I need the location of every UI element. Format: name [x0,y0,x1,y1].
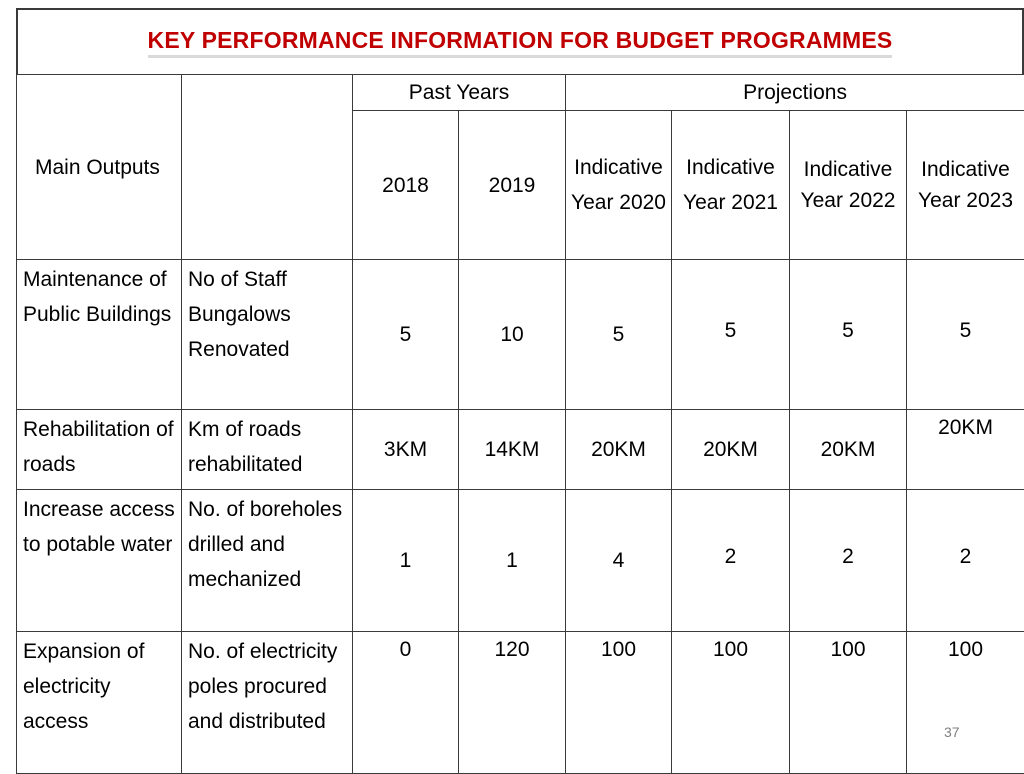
page-number: 37 [944,724,960,740]
year-header-2020: Indicative Year 2020 [566,111,672,260]
indicator-cell: No. of boreholes drilled and mechanized [182,490,353,632]
table-row: Maintenance of Public Buildings No of St… [17,260,1024,410]
page-title: KEY PERFORMANCE INFORMATION FOR BUDGET P… [148,27,893,58]
year-header-2022: Indicative Year 2022 [790,111,907,260]
value-cell: 100 [907,632,1024,774]
main-outputs-header: Main Outputs [17,75,182,260]
value-cell: 4 [566,490,672,632]
value-cell: 5 [353,260,459,410]
projections-header: Projections [566,75,1024,111]
table-row: Increase access to potable water No. of … [17,490,1024,632]
value-cell: 5 [907,260,1024,410]
value-cell: 2 [790,490,907,632]
kpi-table: Main Outputs Past Years Projections 2018… [16,74,1024,774]
indicator-cell: No. of electricity poles procured and di… [182,632,353,774]
value-cell: 3KM [353,410,459,490]
indicator-cell: No of Staff Bungalows Renovated [182,260,353,410]
main-output-cell: Maintenance of Public Buildings [17,260,182,410]
value-cell: 100 [672,632,790,774]
main-output-cell: Expansion of electricity access [17,632,182,774]
value-cell: 5 [566,260,672,410]
value-cell: 100 [566,632,672,774]
table-row: Rehabilitation of roads Km of roads reha… [17,410,1024,490]
indicator-header [182,75,353,260]
value-cell: 14KM [459,410,566,490]
main-output-cell: Increase access to potable water [17,490,182,632]
year-header-2018: 2018 [353,111,459,260]
table-row: Expansion of electricity access No. of e… [17,632,1024,774]
value-cell: 20KM [672,410,790,490]
title-bar: KEY PERFORMANCE INFORMATION FOR BUDGET P… [16,8,1024,74]
value-cell: 5 [672,260,790,410]
year-header-2021: Indicative Year 2021 [672,111,790,260]
year-header-2019: 2019 [459,111,566,260]
value-cell: 1 [353,490,459,632]
value-cell: 1 [459,490,566,632]
value-cell: 2 [907,490,1024,632]
value-cell: 2 [672,490,790,632]
value-cell: 10 [459,260,566,410]
year-header-2023: Indicative Year 2023 [907,111,1024,260]
header-row-groups: Main Outputs Past Years Projections [17,75,1024,111]
value-cell: 120 [459,632,566,774]
value-cell: 0 [353,632,459,774]
value-cell: 20KM [566,410,672,490]
value-cell: 5 [790,260,907,410]
indicator-cell: Km of roads rehabilitated [182,410,353,490]
value-cell: 100 [790,632,907,774]
past-years-header: Past Years [353,75,566,111]
main-output-cell: Rehabilitation of roads [17,410,182,490]
value-cell: 20KM [907,410,1024,490]
value-cell: 20KM [790,410,907,490]
